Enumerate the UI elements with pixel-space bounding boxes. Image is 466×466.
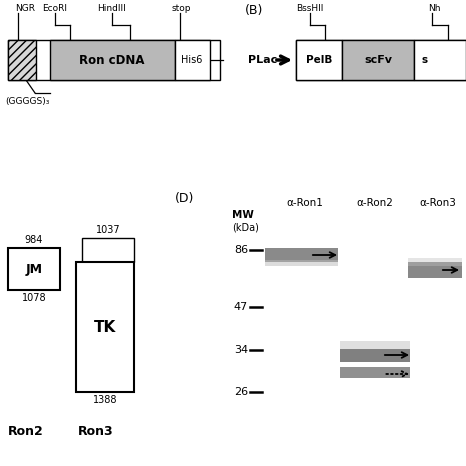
Text: (D): (D) [175,192,194,205]
Bar [175,40,210,80]
Text: Nh: Nh [428,4,440,13]
Text: 86: 86 [234,245,248,255]
Text: s: s [422,55,428,65]
Bar [340,366,410,377]
Bar [76,262,134,392]
Bar [296,40,342,80]
Bar [340,349,410,362]
Bar [82,238,134,262]
Text: 984: 984 [25,235,43,245]
Text: α-Ron3: α-Ron3 [419,198,456,208]
Text: PelB: PelB [306,55,332,65]
Text: His6: His6 [181,55,203,65]
Text: 26: 26 [234,387,248,397]
Bar [50,40,175,80]
Bar [408,262,462,278]
Text: EcoRI: EcoRI [42,4,67,13]
Text: 1037: 1037 [96,225,120,235]
Text: TK: TK [94,320,116,335]
Text: Ron2: Ron2 [8,425,44,438]
Text: α-Ron1: α-Ron1 [287,198,323,208]
Bar [265,248,338,262]
Bar [408,258,462,266]
Bar [8,248,60,290]
Text: (B): (B) [245,4,263,17]
Text: HindIII: HindIII [97,4,126,13]
Text: MW: MW [232,210,254,220]
Bar [8,40,220,80]
Text: JM: JM [26,262,42,275]
Text: 1388: 1388 [93,395,117,405]
Text: NGR: NGR [15,4,35,13]
Bar [342,40,414,80]
Text: (kDa): (kDa) [232,222,259,232]
Text: BssHII: BssHII [296,4,323,13]
Text: Ron3: Ron3 [78,425,114,438]
Text: 34: 34 [234,345,248,355]
Text: 47: 47 [234,302,248,312]
Bar [296,40,466,80]
Text: PLac: PLac [248,55,277,65]
Bar [265,260,338,266]
Bar [8,40,36,80]
Text: Ron cDNA: Ron cDNA [79,54,145,67]
Text: scFv: scFv [364,55,392,65]
Bar [340,341,410,349]
Text: 1078: 1078 [22,293,46,303]
Text: (GGGGS)₃: (GGGGS)₃ [5,97,49,106]
Text: α-Ron2: α-Ron2 [356,198,393,208]
Text: stop: stop [172,4,192,13]
Bar [414,40,466,80]
